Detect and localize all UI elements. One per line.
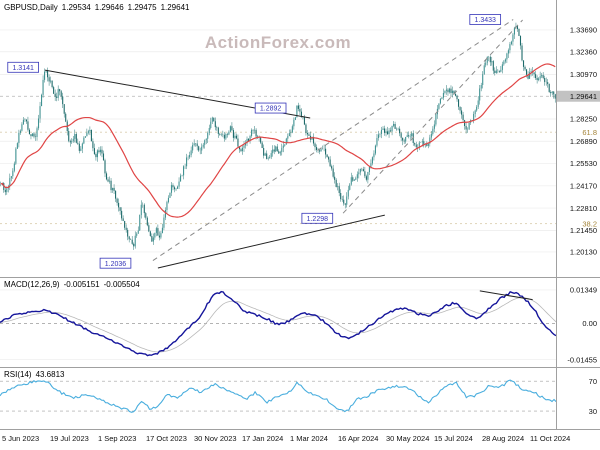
price-tick-label: 1.32360 — [570, 47, 597, 56]
price-tick-label: 1.29641 — [570, 92, 597, 101]
annotation-label: 1.3433 — [475, 17, 497, 24]
price-tick-label: 1.24170 — [570, 182, 597, 191]
dashed-trendline — [152, 19, 514, 262]
date-label: 15 Jul 2024 — [434, 434, 473, 443]
dashed-trendline — [342, 19, 523, 214]
date-label: 1 Sep 2023 — [98, 434, 136, 443]
price-tick-label: 1.33690 — [570, 26, 597, 35]
date-axis: 5 Jun 2023 19 Jul 2023 1 Sep 2023 17 Oct 20… — [2, 434, 570, 443]
macd-signal-line — [0, 297, 556, 353]
annotation-label: 1.2298 — [307, 216, 329, 223]
rsi-name: RSI(14) — [4, 370, 32, 379]
annotation-label: 1.2892 — [260, 106, 282, 113]
price-open: 1.29534 — [61, 3, 91, 12]
annotation-box — [301, 212, 334, 224]
price-tick-label: 1.25530 — [570, 159, 597, 168]
candlestick-series — [0, 22, 556, 250]
rsi-panel — [0, 379, 556, 413]
annotation-box — [7, 61, 39, 73]
right-axis: 1.33690 1.32360 1.30970 1.29641 1.28250 1.268… — [557, 26, 600, 416]
date-label: 28 Aug 2024 — [482, 434, 524, 443]
rsi-value: 43.6813 — [35, 370, 65, 379]
date-label: 1 Mar 2024 — [290, 434, 328, 443]
rsi-tick-label: 30 — [589, 407, 597, 416]
price-tick-label: 1.30970 — [570, 70, 597, 79]
price-high: 1.29646 — [94, 3, 124, 12]
annotation-box — [254, 102, 287, 114]
price-tick-label: 1.20130 — [570, 248, 597, 257]
date-label: 19 Jul 2023 — [50, 434, 89, 443]
date-label: 17 Jan 2024 — [242, 434, 283, 443]
date-label: 5 Jun 2023 — [2, 434, 39, 443]
rsi-line — [0, 379, 556, 413]
fib-tick-label: 61.8 — [582, 128, 597, 137]
macd-name: MACD(12,26,9) — [4, 280, 60, 289]
gridlines — [0, 29, 556, 253]
price-tick-label: 1.22810 — [570, 204, 597, 213]
macd-tick-label: 0.01349 — [570, 286, 597, 295]
price-tick-label: 1.28250 — [570, 115, 597, 124]
annotation-box — [99, 257, 132, 269]
current-price-badge — [557, 90, 600, 102]
macd-indicator-label: MACD(12,26,9) -0.005151 -0.005504 — [4, 280, 144, 289]
price-tick-label: 1.21450 — [570, 226, 597, 235]
date-label: 16 Apr 2024 — [338, 434, 378, 443]
moving-average-line — [0, 63, 556, 218]
price-tick-label: 1.26890 — [570, 137, 597, 146]
price-close: 1.29641 — [160, 3, 190, 12]
fib-tick-label: 38.2 — [582, 219, 597, 228]
annotation-label: 1.3141 — [12, 65, 34, 72]
annotation-box — [469, 14, 502, 25]
macd-value-signal: -0.005504 — [103, 280, 140, 289]
panel-frames — [0, 0, 600, 430]
trendline — [157, 214, 385, 269]
rsi-indicator-label: RSI(14) 43.6813 — [4, 370, 68, 379]
macd-tick-label: -0.01455 — [567, 355, 597, 364]
symbol-name: GBPUSD,Daily — [4, 3, 58, 12]
price-annotations: 1.3141 1.3433 1.2892 1.2298 1.2036 — [7, 14, 502, 269]
macd-tick-label: 0.00 — [582, 319, 597, 328]
date-label: 17 Oct 2023 — [146, 434, 187, 443]
date-label: 30 Nov 2023 — [194, 434, 237, 443]
trendlines — [44, 19, 523, 269]
macd-line — [0, 290, 556, 357]
macd-panel — [0, 289, 556, 360]
symbol-info-bar: GBPUSD,Daily 1.29534 1.29646 1.29475 1.29641 — [4, 3, 193, 12]
macd-trendline — [479, 290, 533, 301]
date-label: 11 Oct 2024 — [530, 434, 570, 443]
annotation-label: 1.2036 — [105, 261, 127, 268]
date-label: 30 May 2024 — [386, 434, 429, 443]
watermark: ActionForex.com — [204, 33, 352, 52]
macd-value-main: -0.005151 — [63, 280, 100, 289]
price-low: 1.29475 — [127, 3, 157, 12]
rsi-tick-label: 70 — [589, 377, 597, 386]
